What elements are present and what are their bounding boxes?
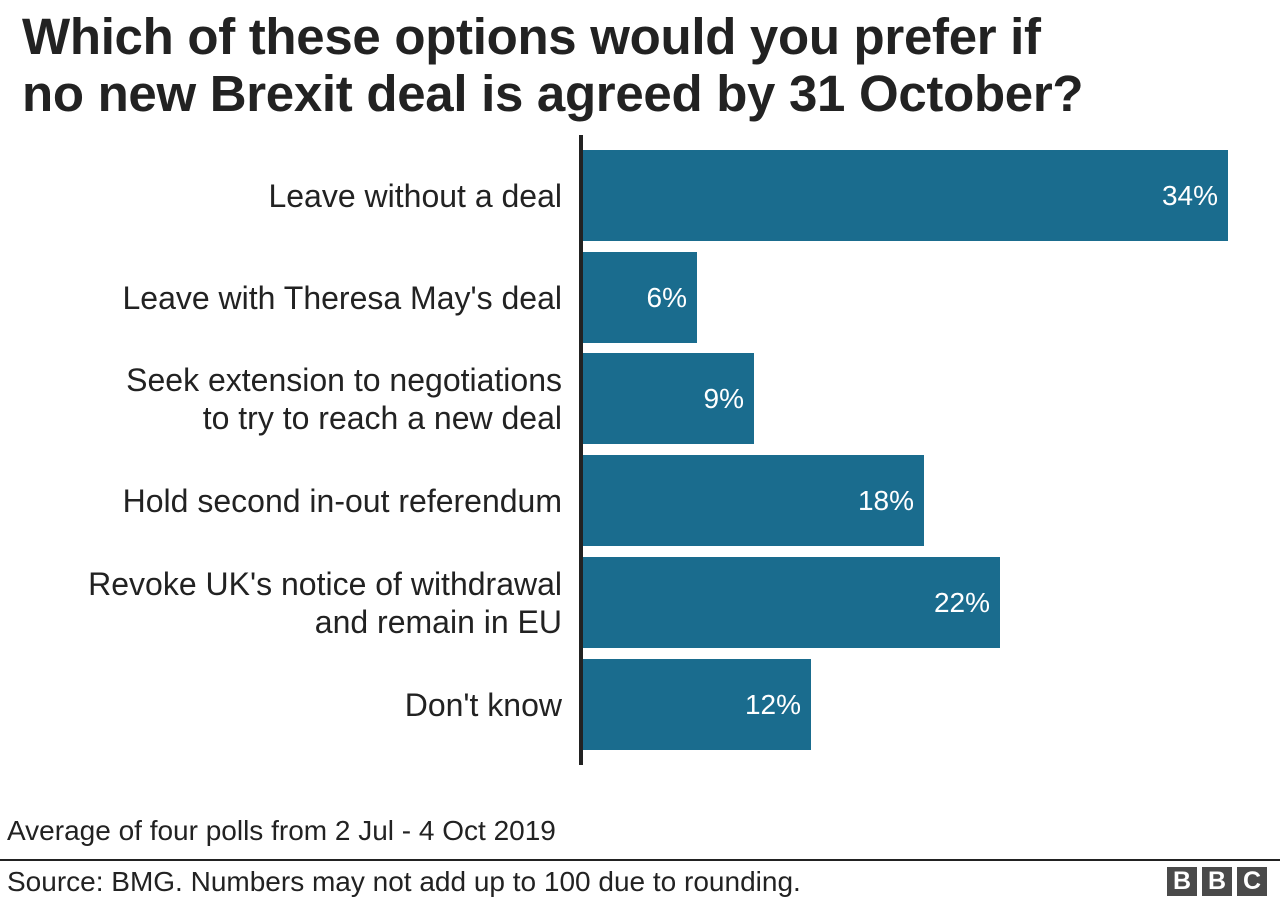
chart-title-line-1: Which of these options would you prefer …	[22, 8, 1041, 65]
y-axis-line	[579, 135, 583, 765]
footer-divider	[0, 859, 1280, 861]
bar-row: Revoke UK's notice of withdrawal and rema…	[0, 557, 1280, 648]
category-label: Revoke UK's notice of withdrawal and rema…	[88, 557, 562, 648]
logo-letter: C	[1237, 867, 1267, 896]
category-label-line: Leave with Theresa May's deal	[122, 279, 562, 316]
bar: 34%	[583, 150, 1228, 241]
logo-letter: B	[1202, 867, 1232, 896]
bar-value-label: 34%	[1161, 179, 1218, 211]
category-label: Hold second in-out referendum	[123, 455, 562, 546]
category-label-line: to try to reach a new deal	[202, 399, 562, 436]
bar-row: Seek extension to negotiations to try to …	[0, 353, 1280, 444]
bar: 9%	[583, 353, 754, 444]
bar: 12%	[583, 659, 811, 750]
bar-row: Leave with Theresa May's deal 6%	[0, 252, 1280, 343]
bar-row: Leave without a deal 34%	[0, 150, 1280, 241]
chart-title: Which of these options would you prefer …	[22, 8, 1262, 122]
category-label: Don't know	[405, 659, 562, 750]
bar: 6%	[583, 252, 697, 343]
bar-row: Don't know 12%	[0, 659, 1280, 750]
category-label: Seek extension to negotiations to try to …	[126, 353, 562, 444]
category-label: Leave with Theresa May's deal	[122, 252, 562, 343]
bar: 18%	[583, 455, 924, 546]
category-label-line: Hold second in-out referendum	[122, 482, 562, 519]
bbc-logo: B B C	[1167, 867, 1267, 896]
category-label-line: Leave without a deal	[268, 177, 562, 214]
chart-title-line-2: no new Brexit deal is agreed by 31 Octob…	[22, 65, 1084, 122]
category-label-line: and remain in EU	[314, 603, 562, 640]
bar-value-label: 6%	[646, 281, 687, 313]
logo-letter: B	[1167, 867, 1197, 896]
bar-value-label: 22%	[933, 586, 990, 618]
category-label: Leave without a deal	[268, 150, 562, 241]
source-note: Source: BMG. Numbers may not add up to 1…	[7, 866, 801, 897]
poll-note: Average of four polls from 2 Jul - 4 Oct…	[7, 815, 556, 846]
bar: 22%	[583, 557, 1000, 648]
bar-value-label: 12%	[744, 688, 801, 720]
bar-row: Hold second in-out referendum 18%	[0, 455, 1280, 546]
category-label-line: Revoke UK's notice of withdrawal	[88, 565, 562, 602]
bar-value-label: 18%	[857, 484, 914, 516]
bar-value-label: 9%	[703, 382, 744, 414]
category-label-line: Seek extension to negotiations	[126, 361, 562, 398]
category-label-line: Don't know	[404, 686, 562, 723]
